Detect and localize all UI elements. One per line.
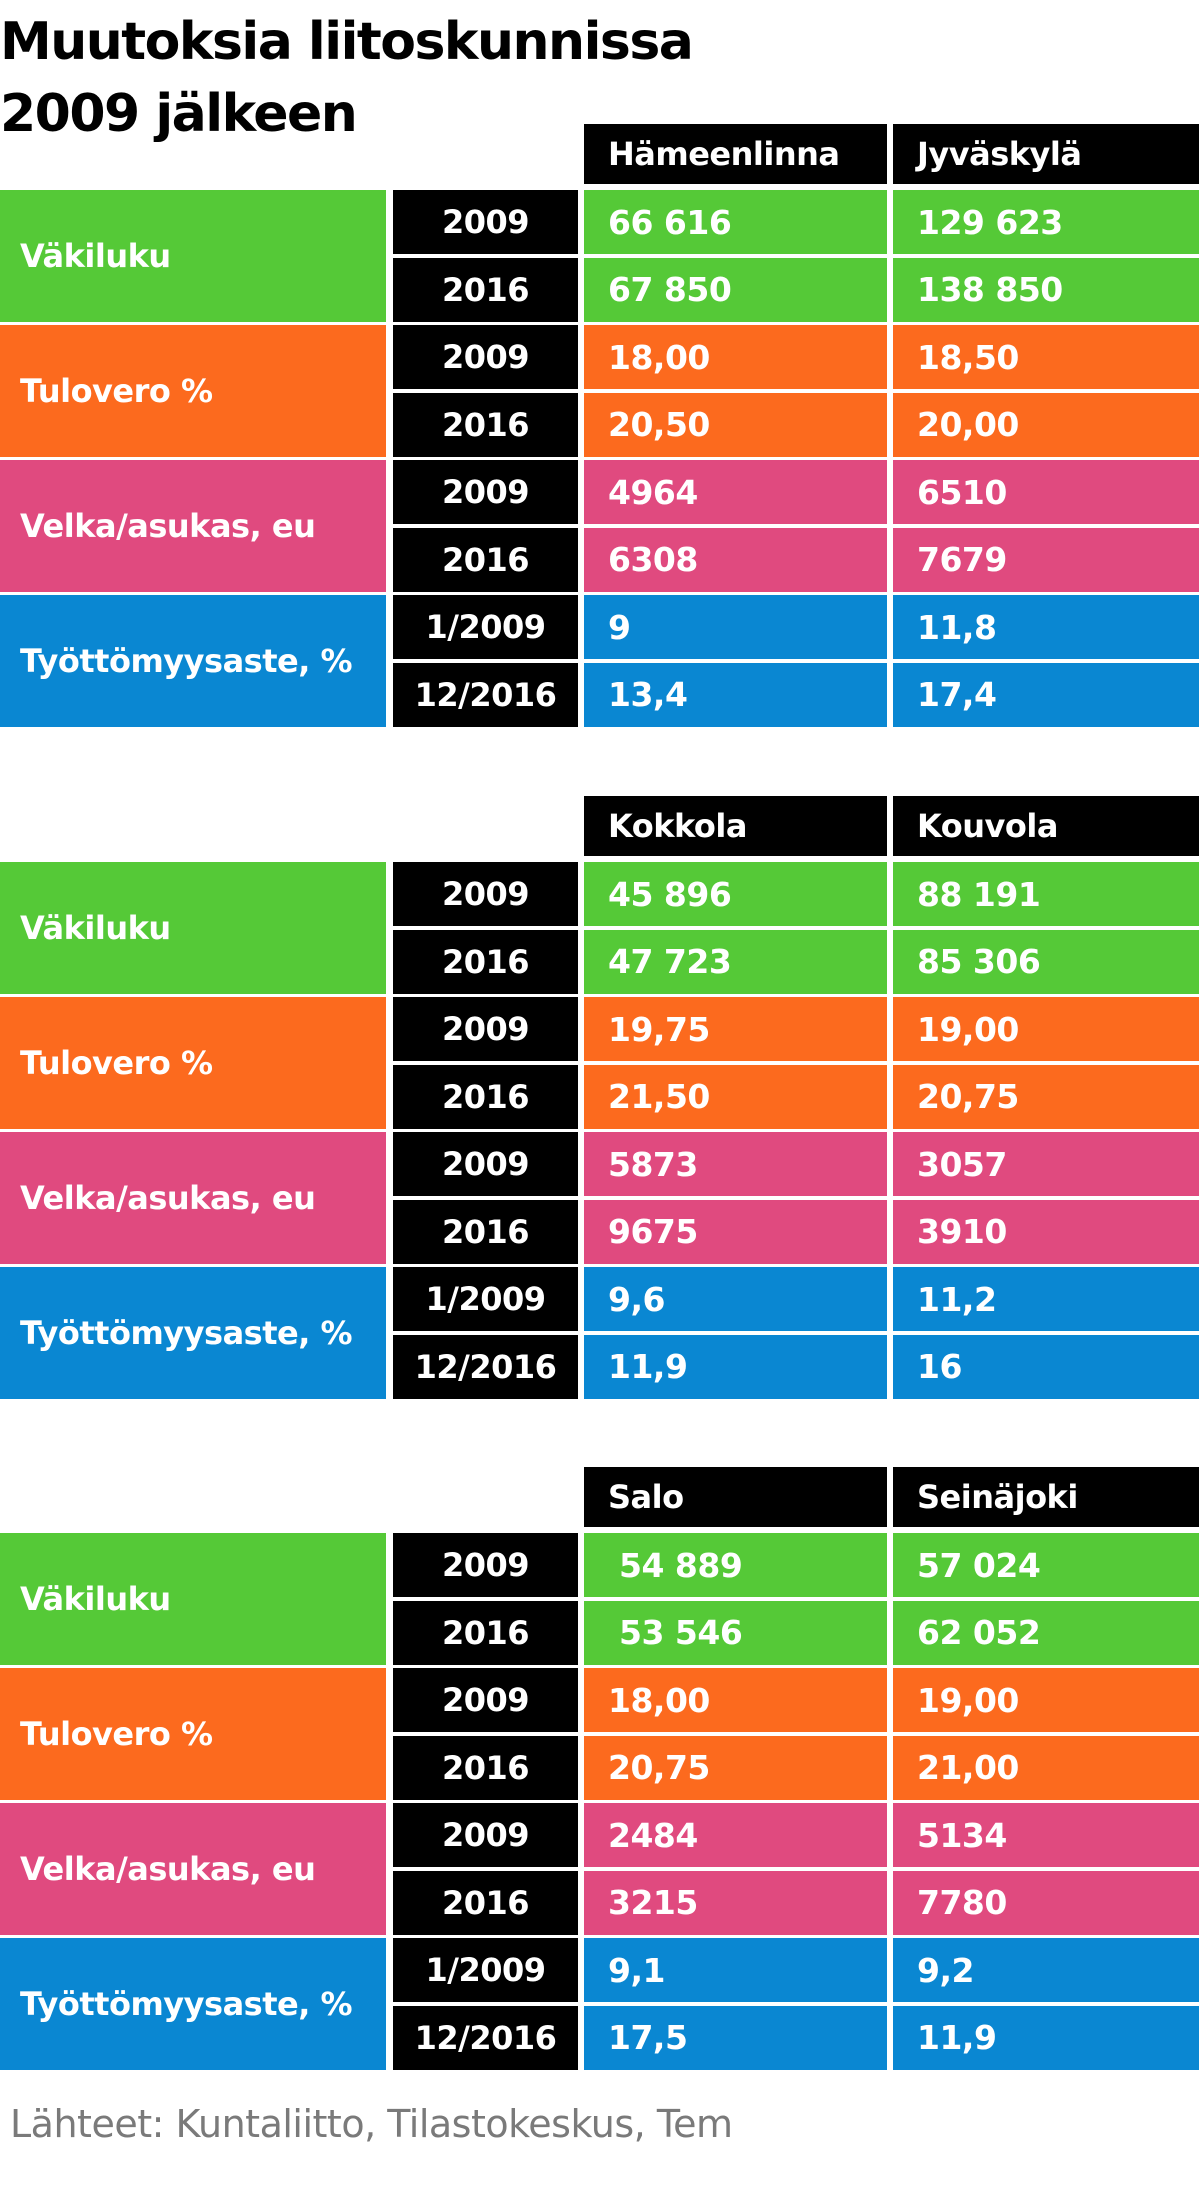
value-cell: 62 052: [893, 1600, 1199, 1665]
city-header: Salo: [584, 1467, 887, 1527]
indicator-label: Tulovero %: [0, 1668, 386, 1800]
chart-title-line-1: Muutoksia liitoskunnissa: [0, 12, 694, 72]
period-label: 2016: [393, 1600, 578, 1665]
chart-title: Muutoksia liitoskunnissa 2009 jälkeen: [0, 6, 694, 150]
value-cell: 67 850: [584, 257, 887, 322]
value-cell: 18,00: [584, 325, 887, 389]
value-cell: 13,4: [584, 662, 887, 727]
period-label: 1/2009: [393, 1938, 578, 2002]
value-cell: 20,00: [893, 392, 1199, 457]
period-label: 2016: [393, 929, 578, 994]
city-header: Kouvola: [893, 796, 1199, 856]
indicator-label: Tulovero %: [0, 325, 386, 457]
value-cell: 47 723: [584, 929, 887, 994]
value-cell: 45 896: [584, 862, 887, 926]
city-header: Jyväskylä: [893, 124, 1199, 184]
value-cell: 138 850: [893, 257, 1199, 322]
value-cell: 9: [584, 595, 887, 659]
value-cell: 57 024: [893, 1533, 1199, 1597]
value-cell: 3057: [893, 1132, 1199, 1196]
period-label: 1/2009: [393, 1267, 578, 1331]
indicator-label: Väkiluku: [0, 190, 386, 322]
value-cell: 6510: [893, 460, 1199, 524]
value-cell: 9,6: [584, 1267, 887, 1331]
value-cell: 19,00: [893, 1668, 1199, 1732]
value-cell: 11,2: [893, 1267, 1199, 1331]
period-label: 2009: [393, 460, 578, 524]
value-cell: 17,5: [584, 2005, 887, 2070]
period-label: 2016: [393, 527, 578, 592]
value-cell: 53 546: [584, 1600, 887, 1665]
period-label: 12/2016: [393, 1334, 578, 1399]
chart-title-line-2: 2009 jälkeen: [0, 84, 358, 144]
value-cell: 9,2: [893, 1938, 1199, 2002]
value-cell: 20,75: [893, 1064, 1199, 1129]
indicator-label: Tulovero %: [0, 997, 386, 1129]
value-cell: 7679: [893, 527, 1199, 592]
period-label: 12/2016: [393, 662, 578, 727]
value-cell: 11,8: [893, 595, 1199, 659]
period-label: 2009: [393, 862, 578, 926]
period-label: 2016: [393, 257, 578, 322]
value-cell: 19,00: [893, 997, 1199, 1061]
value-cell: 20,75: [584, 1735, 887, 1800]
period-label: 2016: [393, 392, 578, 457]
value-cell: 11,9: [893, 2005, 1199, 2070]
city-header: Seinäjoki: [893, 1467, 1199, 1527]
value-cell: 11,9: [584, 1334, 887, 1399]
city-header: Kokkola: [584, 796, 887, 856]
value-cell: 5134: [893, 1803, 1199, 1867]
city-header: Hämeenlinna: [584, 124, 887, 184]
value-cell: 2484: [584, 1803, 887, 1867]
value-cell: 3215: [584, 1870, 887, 1935]
value-cell: 54 889: [584, 1533, 887, 1597]
value-cell: 21,00: [893, 1735, 1199, 1800]
value-cell: 16: [893, 1334, 1199, 1399]
indicator-label: Väkiluku: [0, 1533, 386, 1665]
indicator-label: Velka/asukas, eu: [0, 460, 386, 592]
indicator-label: Velka/asukas, eu: [0, 1132, 386, 1264]
value-cell: 9,1: [584, 1938, 887, 2002]
period-label: 2016: [393, 1064, 578, 1129]
value-cell: 18,50: [893, 325, 1199, 389]
value-cell: 88 191: [893, 862, 1199, 926]
value-cell: 17,4: [893, 662, 1199, 727]
value-cell: 18,00: [584, 1668, 887, 1732]
period-label: 2009: [393, 1533, 578, 1597]
value-cell: 3910: [893, 1199, 1199, 1264]
value-cell: 9675: [584, 1199, 887, 1264]
indicator-label: Väkiluku: [0, 862, 386, 994]
indicator-label: Velka/asukas, eu: [0, 1803, 386, 1935]
value-cell: 21,50: [584, 1064, 887, 1129]
period-label: 2016: [393, 1199, 578, 1264]
indicator-label: Työttömyysaste, %: [0, 1267, 386, 1399]
period-label: 2009: [393, 190, 578, 254]
period-label: 2009: [393, 1132, 578, 1196]
indicator-label: Työttömyysaste, %: [0, 595, 386, 727]
period-label: 2009: [393, 997, 578, 1061]
value-cell: 7780: [893, 1870, 1199, 1935]
period-label: 12/2016: [393, 2005, 578, 2070]
value-cell: 85 306: [893, 929, 1199, 994]
value-cell: 20,50: [584, 392, 887, 457]
value-cell: 129 623: [893, 190, 1199, 254]
value-cell: 19,75: [584, 997, 887, 1061]
period-label: 1/2009: [393, 595, 578, 659]
period-label: 2016: [393, 1870, 578, 1935]
period-label: 2009: [393, 1668, 578, 1732]
value-cell: 66 616: [584, 190, 887, 254]
indicator-label: Työttömyysaste, %: [0, 1938, 386, 2070]
value-cell: 6308: [584, 527, 887, 592]
source-note: Lähteet: Kuntaliitto, Tilastokeskus, Tem: [10, 2102, 733, 2146]
period-label: 2009: [393, 325, 578, 389]
period-label: 2009: [393, 1803, 578, 1867]
value-cell: 5873: [584, 1132, 887, 1196]
value-cell: 4964: [584, 460, 887, 524]
period-label: 2016: [393, 1735, 578, 1800]
